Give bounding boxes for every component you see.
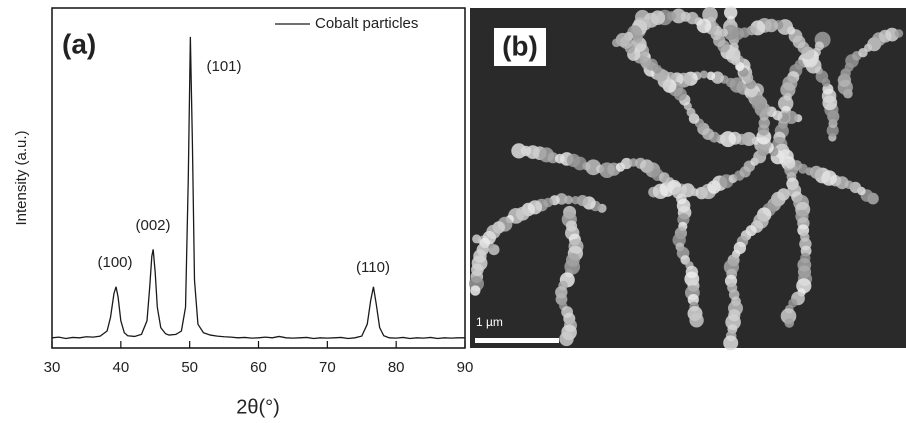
sem-particle [672, 233, 686, 247]
scale-bar-label: 1 µm [476, 315, 503, 329]
panel-label: (b) [502, 30, 538, 61]
sem-particle [559, 331, 574, 347]
sem-particle [702, 6, 718, 23]
sem-particle [612, 38, 621, 48]
sem-image [469, 5, 906, 351]
annotation: (110) [356, 259, 390, 276]
sem-particle [729, 42, 739, 52]
x-tick-label: 80 [388, 359, 405, 376]
sem-particle [826, 124, 839, 137]
x-tick-label: 60 [250, 359, 267, 376]
annotation: (002) [135, 217, 170, 234]
panel-label-box [494, 28, 546, 66]
sem-particle [784, 318, 795, 328]
annotation: (101) [206, 58, 241, 75]
sem-particle [472, 234, 482, 244]
sem-particle [809, 165, 823, 179]
sem-particle [621, 157, 633, 170]
sem-particle [780, 82, 796, 98]
sem-particle [470, 285, 481, 296]
sem-particle [723, 335, 739, 351]
sem-particle [576, 195, 589, 207]
sem-particle [723, 24, 739, 41]
sem-particle [758, 117, 770, 129]
sem-particle [894, 29, 904, 38]
data-line [51, 36, 465, 340]
x-tick-label: 30 [44, 359, 61, 376]
y-axis-label: Intensity (a.u.) [13, 130, 30, 225]
x-tick-label: 90 [457, 359, 474, 376]
scale-bar [475, 338, 559, 343]
sem-particle [689, 313, 704, 328]
x-axis-label: 2θ(°) [236, 396, 280, 418]
x-tick-label: 70 [319, 359, 336, 376]
legend-label: Cobalt particles [315, 15, 418, 32]
sem-particle [726, 47, 741, 61]
sem-particle [724, 5, 738, 20]
sem-particle [671, 8, 686, 24]
annotation: (100) [97, 254, 132, 271]
sem-particle [706, 71, 716, 81]
panel-label: (a) [62, 28, 96, 59]
sem-particle [571, 196, 580, 205]
sem-particle [700, 70, 708, 79]
x-tick-label: 50 [181, 359, 198, 376]
x-tick-label: 40 [112, 359, 129, 376]
sem-particle [720, 131, 737, 148]
